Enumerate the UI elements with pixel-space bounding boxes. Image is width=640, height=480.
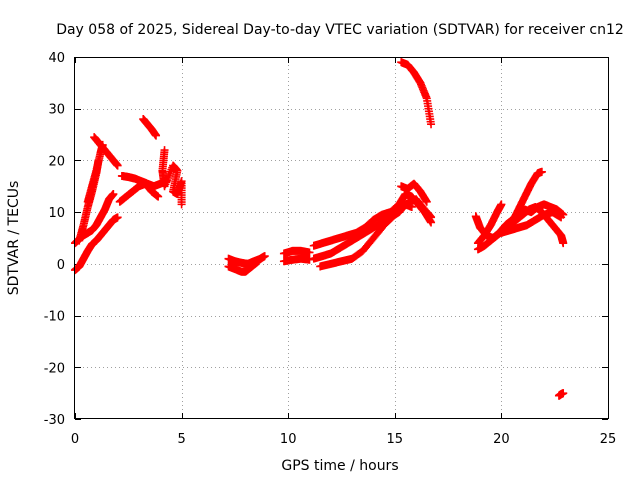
data-point xyxy=(427,213,436,222)
data-point xyxy=(305,248,314,257)
series-arc-17 xyxy=(397,179,431,206)
series-arc-22 xyxy=(501,167,546,235)
series-arc-23 xyxy=(497,208,566,237)
x-tick-label: 25 xyxy=(600,432,617,447)
data-point xyxy=(154,192,163,201)
data-point xyxy=(559,389,568,398)
series-arc-16 xyxy=(316,195,436,271)
series-arc-08 xyxy=(139,115,161,140)
data-point xyxy=(559,239,568,248)
y-tick-label: -20 xyxy=(44,361,65,376)
series-arc-24 xyxy=(554,389,568,400)
data-point xyxy=(109,190,118,199)
data-point xyxy=(557,213,566,222)
y-tick-label: 0 xyxy=(57,258,65,273)
y-axis-label: SDTVAR / TECUs xyxy=(6,181,22,296)
x-tick-label: 15 xyxy=(387,432,404,447)
series-arc-11 xyxy=(224,257,263,276)
x-tick-label: 10 xyxy=(280,432,297,447)
series-arc-01 xyxy=(71,213,122,275)
data-point xyxy=(113,213,122,222)
x-axis-label: GPS time / hours xyxy=(281,458,398,474)
series-arc-20 xyxy=(473,200,506,248)
data-point xyxy=(497,200,506,209)
data-point xyxy=(427,120,436,129)
x-tick-label: 20 xyxy=(493,432,510,447)
axis-ticks: 0 5 10 15 20 25 -30 -20 -10 0 10 20 30 40 xyxy=(44,51,617,447)
data-point xyxy=(537,167,546,176)
series-arc-13 xyxy=(279,254,314,266)
series-arc-18 xyxy=(397,58,436,129)
y-tick-label: 40 xyxy=(48,51,65,66)
y-tick-label: -10 xyxy=(44,310,65,325)
y-tick-label: -30 xyxy=(44,413,65,428)
data-points xyxy=(71,58,568,400)
data-point xyxy=(422,197,431,206)
series-arc-07 xyxy=(115,179,163,206)
plot-frame xyxy=(74,57,609,419)
y-tick-label: 20 xyxy=(48,154,65,169)
series-arc-05 xyxy=(90,133,122,170)
series-arc-09 xyxy=(158,146,186,209)
data-point xyxy=(152,131,161,140)
y-tick-label: 10 xyxy=(48,206,65,221)
data-point xyxy=(254,257,263,266)
series-arc-12 xyxy=(279,246,314,258)
chart-title: Day 058 of 2025, Sidereal Day-to-day VTE… xyxy=(56,22,624,38)
x-tick-label: 5 xyxy=(177,432,185,447)
data-point xyxy=(177,200,186,209)
data-point xyxy=(305,255,314,264)
data-point xyxy=(113,161,122,170)
x-tick-label: 0 xyxy=(71,432,79,447)
y-tick-label: 30 xyxy=(48,103,65,118)
data-point xyxy=(260,252,269,261)
